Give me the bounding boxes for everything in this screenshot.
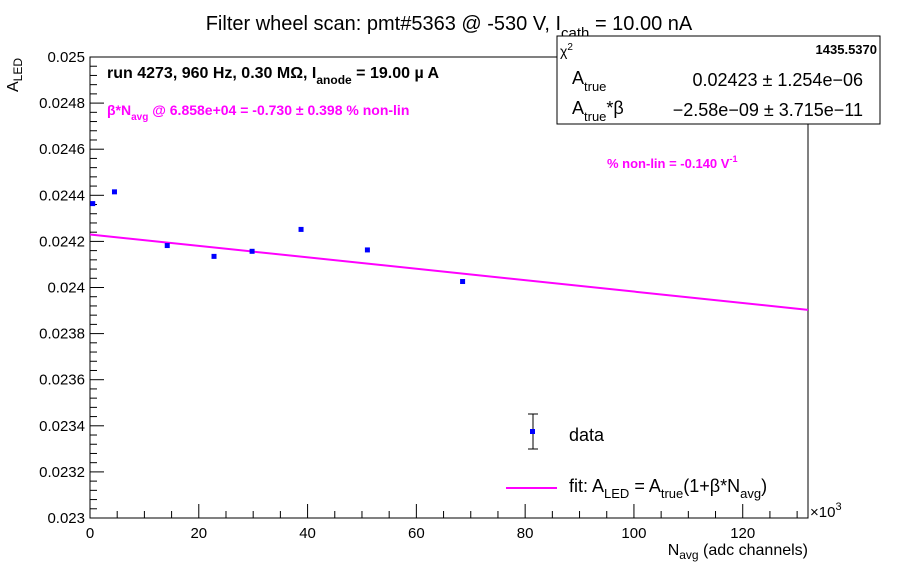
legend: data fit: ALED = Atrue(1+β*Navg) (506, 413, 767, 501)
nonlin-fit-text: β*Navg @ 6.858e+04 = -0.730 ± 0.398 % no… (107, 102, 409, 123)
y-tick-label: 0.0248 (39, 95, 85, 112)
x-axis-label: Navg (adc channels) (668, 542, 808, 562)
nonlin-per-volt-text: % non-lin = -0.140 V-1 (607, 154, 737, 171)
data-point (364, 247, 370, 253)
legend-data-marker (530, 429, 535, 434)
data-point (111, 189, 117, 195)
legend-fit-label: fit: ALED = Atrue(1+β*Navg) (569, 476, 767, 501)
data-point (249, 248, 255, 254)
x-tick-label: 40 (299, 525, 316, 542)
chart-title: Filter wheel scan: pmt#5363 @ -530 V, Ic… (206, 13, 693, 42)
data-point (211, 253, 217, 259)
x-tick-label: 60 (408, 525, 425, 542)
x-tick-label: 120 (730, 525, 755, 542)
x-tick-label: 20 (190, 525, 207, 542)
y-tick-label: 0.0244 (39, 187, 85, 204)
x-tick-label: 0 (86, 525, 94, 542)
axis-ticks: 0 20 40 60 80 100 120 0.023 0.0232 0.0234 0.0236 0.… (39, 49, 798, 542)
y-tick-label: 0.023 (47, 510, 85, 527)
x-tick-label: 80 (517, 525, 534, 542)
y-tick-label: 0.024 (47, 280, 85, 297)
y-tick-label: 0.0236 (39, 372, 85, 389)
fit-stats-box: χ2 1435.5370 Atrue 0.02423 ± 1.254e−06 A… (556, 35, 881, 125)
data-point (298, 226, 304, 232)
data-point (90, 201, 96, 207)
stats-box-frame (556, 35, 881, 125)
y-tick-label: 0.0242 (39, 233, 85, 250)
y-tick-label: 0.025 (47, 49, 85, 66)
y-tick-label: 0.0246 (39, 141, 85, 158)
x-tick-label: 100 (621, 525, 646, 542)
y-tick-label: 0.0234 (39, 418, 85, 435)
stats-chi2-value: 1435.5370 (816, 42, 877, 57)
data-series (90, 189, 466, 285)
x-axis-multiplier: ×103 (810, 501, 842, 521)
fit-series (89, 233, 809, 311)
y-axis-label: ALED (5, 58, 25, 92)
stats-row2-label: Atrue*β (572, 98, 624, 124)
run-info-text: run 4273, 960 Hz, 0.30 MΩ, Ianode = 19.0… (107, 65, 440, 87)
stats-row1-label: Atrue (572, 68, 606, 94)
legend-data-label: data (569, 425, 605, 445)
y-tick-label: 0.0238 (39, 326, 85, 343)
data-point (164, 243, 170, 249)
stats-row2-value: −2.58e−09 ± 3.715e−11 (673, 100, 863, 120)
stats-chi2-label: χ2 (560, 42, 573, 59)
data-point (460, 279, 466, 285)
stats-row1-value: 0.02423 ± 1.254e−06 (692, 70, 863, 90)
fit-line (89, 233, 809, 311)
y-tick-label: 0.0232 (39, 464, 85, 481)
